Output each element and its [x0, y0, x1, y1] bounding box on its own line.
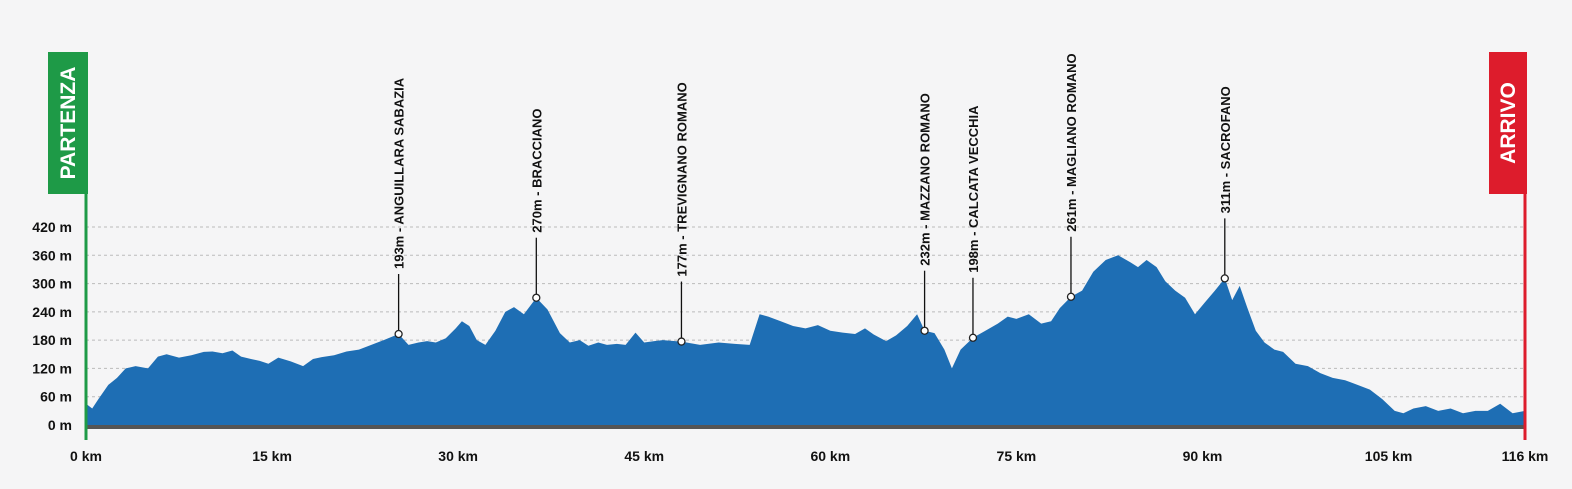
baseline-bar — [86, 425, 1525, 429]
waypoints: 193m - ANGUILLARA SABAZIA 270m - BRACCIAN… — [392, 53, 1233, 346]
finish-flag — [1489, 52, 1527, 194]
baseline — [86, 425, 1525, 429]
start-flag — [48, 52, 88, 194]
y-axis-ticks: 0 m 60 m 120 m 180 m 240 m 300 m 360 m 420 m — [32, 219, 72, 433]
x-tick-label: 75 km — [997, 448, 1037, 464]
y-tick-label: 300 m — [32, 276, 72, 292]
x-tick-label: 30 km — [438, 448, 478, 464]
x-axis-ticks: 0 km 15 km 30 km 45 km 60 km 75 km 90 km 105 km… — [70, 448, 1548, 464]
waypoint-marker — [920, 326, 929, 335]
waypoint: 198m - CALCATA VECCHIA — [966, 105, 981, 342]
y-tick-label: 120 m — [32, 360, 72, 376]
waypoint-marker — [394, 329, 403, 339]
start-flag-label: PARTENZA — [57, 67, 80, 180]
waypoint-label: 177m - TREVIGNANO ROMANO — [674, 82, 689, 276]
waypoint-label: 198m - CALCATA VECCHIA — [966, 105, 981, 273]
x-tick-label: 0 km — [70, 448, 102, 464]
y-tick-label: 60 m — [40, 389, 72, 405]
finish-flag-label: ARRIVO — [1497, 82, 1520, 164]
waypoint: 193m - ANGUILLARA SABAZIA — [392, 77, 407, 339]
waypoint-marker — [1220, 274, 1229, 283]
y-tick-label: 0 m — [48, 417, 72, 433]
waypoint-label: 270m - BRACCIANO — [529, 108, 544, 232]
waypoint: 311m - SACROFANO — [1218, 86, 1233, 283]
x-tick-label: 60 km — [810, 448, 850, 464]
y-tick-label: 420 m — [32, 219, 72, 235]
waypoint-label: 232m - MAZZANO ROMANO — [918, 93, 933, 266]
waypoint: 270m - BRACCIANO — [529, 108, 544, 302]
elevation-area — [86, 255, 1525, 425]
x-tick-label: 105 km — [1365, 448, 1412, 464]
waypoint-marker — [677, 337, 686, 346]
y-tick-label: 360 m — [32, 247, 72, 263]
elevation-area-path — [86, 255, 1525, 425]
waypoint-marker — [532, 293, 541, 302]
waypoint-marker — [1066, 292, 1076, 301]
start-finish-flags: PARTENZA ARRIVO — [48, 52, 1527, 440]
waypoint: 232m - MAZZANO ROMANO — [918, 93, 933, 335]
y-tick-label: 240 m — [32, 304, 72, 320]
waypoint-marker — [968, 333, 978, 342]
x-tick-label: 15 km — [252, 448, 292, 464]
y-tick-label: 180 m — [32, 332, 72, 348]
x-tick-label: 45 km — [624, 448, 664, 464]
waypoint-label: 311m - SACROFANO — [1218, 86, 1233, 213]
waypoint: 177m - TREVIGNANO ROMANO — [674, 82, 689, 346]
x-tick-label: 116 km — [1502, 448, 1549, 464]
waypoint: 261m - MAGLIANO ROMANO — [1064, 53, 1079, 301]
x-tick-label: 90 km — [1183, 448, 1223, 464]
waypoint-label: 193m - ANGUILLARA SABAZIA — [392, 77, 407, 269]
waypoint-label: 261m - MAGLIANO ROMANO — [1064, 53, 1079, 231]
